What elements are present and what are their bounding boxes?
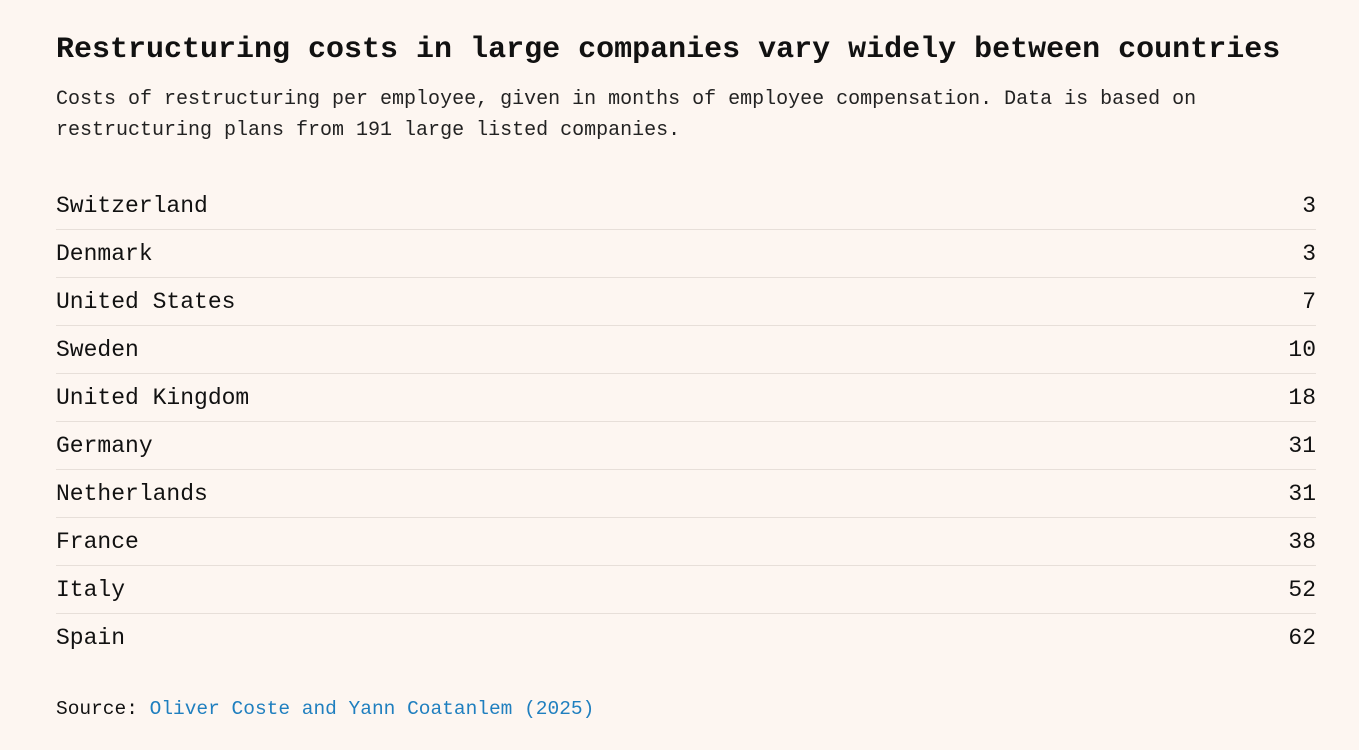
source-link[interactable]: Oliver Coste and Yann Coatanlem (2025) bbox=[149, 698, 595, 720]
table-row: Spain 62 bbox=[56, 614, 1316, 661]
table-row: Italy 52 bbox=[56, 566, 1316, 614]
country: Sweden bbox=[56, 336, 139, 363]
cost-months: 38 bbox=[1288, 528, 1316, 555]
source: Source: Oliver Coste and Yann Coatanlem … bbox=[56, 695, 594, 723]
table-row: Switzerland 3 bbox=[56, 182, 1316, 230]
country: Switzerland bbox=[56, 192, 208, 219]
country: Netherlands bbox=[56, 480, 208, 507]
table-row: Sweden 10 bbox=[56, 326, 1316, 374]
table-row: France 38 bbox=[56, 518, 1316, 566]
cost-months: 52 bbox=[1288, 576, 1316, 603]
country: Italy bbox=[56, 576, 126, 603]
table-row: United Kingdom 18 bbox=[56, 374, 1316, 422]
table-row: Denmark 3 bbox=[56, 230, 1316, 278]
subtitle: Costs of restructuring per employee, giv… bbox=[56, 88, 1197, 142]
country: United States bbox=[56, 288, 236, 315]
cost-months: 31 bbox=[1288, 432, 1316, 459]
source-label: Source: bbox=[56, 698, 138, 720]
cost-months: 62 bbox=[1288, 624, 1316, 651]
cost-months: 31 bbox=[1288, 480, 1316, 507]
country: Germany bbox=[56, 432, 153, 459]
table-row: United States 7 bbox=[56, 278, 1316, 326]
table-row: Germany 31 bbox=[56, 422, 1316, 470]
country: Spain bbox=[56, 624, 126, 651]
cost-months: 3 bbox=[1302, 192, 1316, 219]
cost-months: 3 bbox=[1302, 240, 1316, 267]
country: United Kingdom bbox=[56, 384, 250, 411]
cost-months: 10 bbox=[1288, 336, 1316, 363]
cost-months: 7 bbox=[1302, 288, 1316, 315]
title: Restructuring costs in large companies v… bbox=[56, 33, 1281, 67]
country: France bbox=[56, 528, 139, 555]
country: Denmark bbox=[56, 240, 153, 267]
table-row: Netherlands 31 bbox=[56, 470, 1316, 518]
table: Switzerland 3 Denmark 3 United States 7 Sweden… bbox=[56, 182, 1316, 661]
cost-months: 18 bbox=[1288, 384, 1316, 411]
